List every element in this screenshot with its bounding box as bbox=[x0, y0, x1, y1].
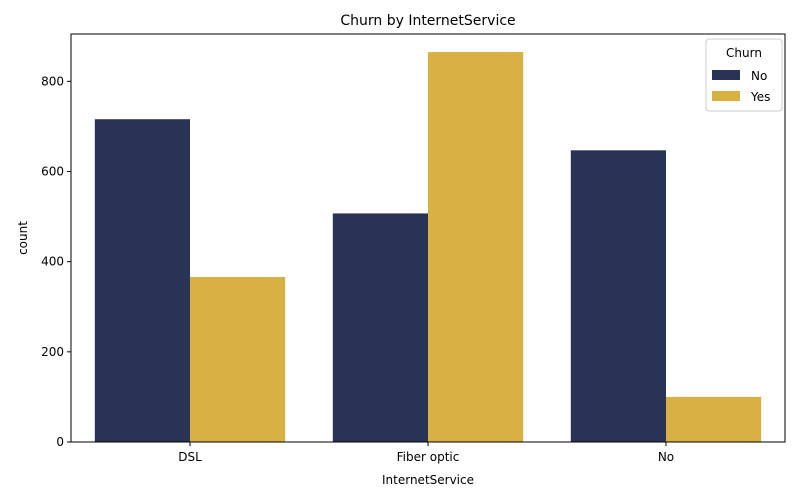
legend-label-yes: Yes bbox=[750, 90, 770, 104]
y-tick-label: 400 bbox=[41, 255, 64, 269]
y-tick-label: 600 bbox=[41, 165, 64, 179]
legend: Churn No Yes bbox=[705, 38, 783, 112]
legend-title: Churn bbox=[726, 46, 762, 60]
y-tick-label: 200 bbox=[41, 345, 64, 359]
y-tick-label: 800 bbox=[41, 74, 64, 88]
legend-swatch-yes bbox=[712, 91, 740, 101]
plot-area: 0 200 400 600 800 DSL Fiber optic No bbox=[41, 33, 786, 464]
bar-dsl-yes bbox=[190, 276, 286, 442]
bar-no-yes bbox=[666, 396, 762, 442]
x-axis-label: InternetService bbox=[382, 473, 474, 487]
bar-no-no bbox=[570, 150, 666, 442]
bar-dsl-no bbox=[94, 119, 190, 442]
legend-swatch-no bbox=[712, 70, 740, 80]
bars bbox=[94, 52, 762, 443]
x-tick-label: No bbox=[658, 450, 674, 464]
y-tick-label: 0 bbox=[56, 435, 64, 449]
bar-fiber-optic-yes bbox=[428, 52, 524, 443]
x-tick-label: DSL bbox=[178, 450, 202, 464]
y-axis-ticks: 0 200 400 600 800 bbox=[41, 74, 71, 449]
bar-fiber-optic-no bbox=[332, 213, 428, 442]
legend-label-no: No bbox=[751, 69, 767, 83]
plot-frame bbox=[70, 33, 786, 443]
chart-title: Churn by InternetService bbox=[340, 13, 515, 29]
y-axis-label: count bbox=[16, 221, 30, 255]
x-axis-ticks: DSL Fiber optic No bbox=[178, 442, 674, 464]
x-tick-label: Fiber optic bbox=[397, 450, 460, 464]
